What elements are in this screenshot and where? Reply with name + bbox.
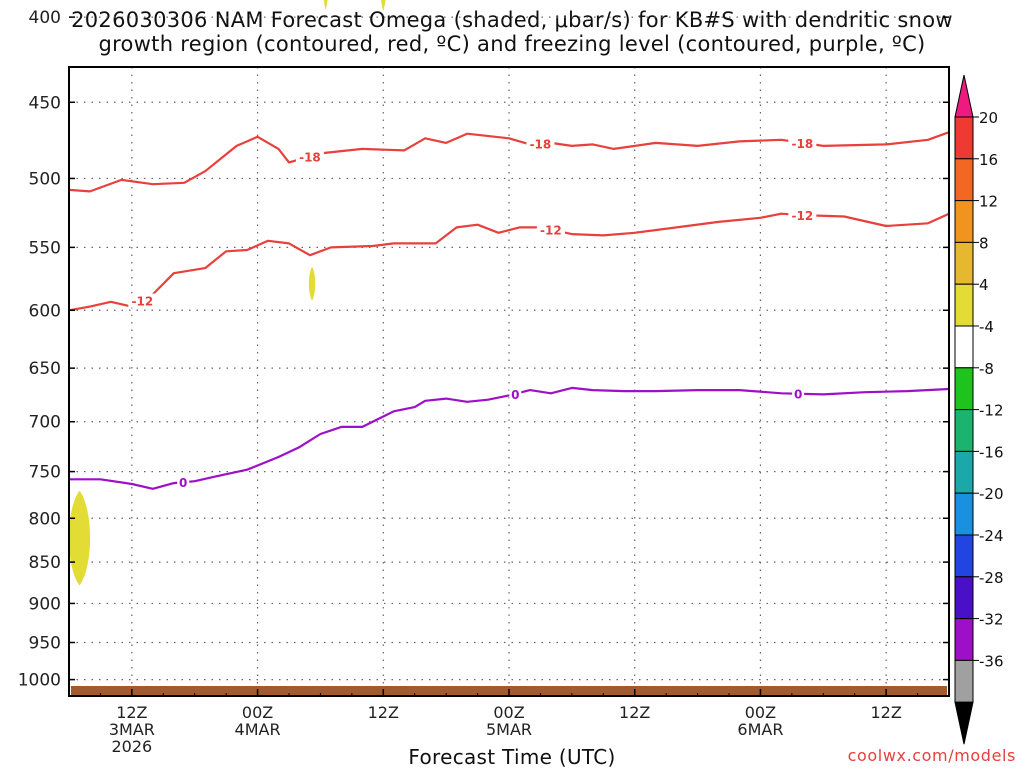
y-tick-label: 500 [29, 169, 61, 189]
colorbar-top-arrow [954, 74, 974, 118]
x-tick-label: 3MAR [109, 720, 155, 739]
y-tick-label: 700 [29, 413, 61, 433]
y-tick-label: 800 [29, 509, 61, 529]
contour-label-bg [128, 293, 157, 308]
plot-frame [68, 66, 950, 697]
colorbar-swatch [954, 241, 974, 285]
colorbar-swatch [954, 534, 974, 578]
colorbar-swatch [954, 576, 974, 620]
y-tick-label: 900 [29, 594, 61, 614]
x-tick-label: 12Z [368, 703, 399, 722]
contour-label-bg [295, 149, 324, 164]
x-tick-label: 12Z [870, 703, 901, 722]
colorbar-swatch [954, 450, 974, 494]
temperature-contours: -18 -18 -18 -12 -12 -12 0 0 0 [68, 131, 950, 490]
contour-line-0 [69, 386, 950, 490]
x-tick-label: 5MAR [486, 720, 532, 739]
omega-region [308, 266, 316, 301]
colorbar-label: -8 [979, 360, 994, 378]
colorbar: 20 16 12 8 4 -4 -8 -12 -16 -20 -24 -28 -32 -36 [954, 74, 1004, 745]
contour-line--18 [68, 131, 950, 193]
colorbar-label: 16 [979, 151, 998, 169]
title-line-1: 2026030306 NAM Forecast Omega (shaded, μ… [71, 8, 953, 32]
contour-label: -18 [791, 137, 813, 151]
contour-label: -18 [299, 150, 321, 164]
y-tick-label: 550 [29, 238, 61, 258]
y-tick-label: 600 [29, 301, 61, 321]
colorbar-swatch [954, 492, 974, 536]
colorbar-swatch [954, 116, 974, 160]
colorbar-label: -32 [979, 611, 1004, 629]
grid-lines [69, 16, 949, 696]
x-tick-label: 4MAR [235, 720, 281, 739]
contour-label-bg [788, 208, 817, 223]
contour-label: 0 [511, 388, 519, 402]
y-tick-label: 950 [29, 634, 61, 654]
contour-line--12 [68, 212, 950, 312]
colorbar-label: -24 [979, 527, 1004, 545]
y-axis: 2503003504004505005506006507007508008509… [18, 8, 949, 691]
omega-region [381, 0, 386, 12]
contour-label-bg [536, 222, 565, 237]
contour-label: -12 [131, 295, 153, 309]
colorbar-label: -16 [979, 443, 1004, 461]
chart-title: 2026030306 NAM Forecast Omega (shaded, μ… [0, 8, 1024, 56]
colorbar-label: -36 [979, 652, 1004, 670]
x-tick-label: 6MAR [737, 720, 783, 739]
credit-link[interactable]: coolwx.com/models [847, 746, 1016, 765]
x-tick-label: 2026 [111, 737, 152, 756]
colorbar-swatch [954, 158, 974, 202]
y-tick-label: 650 [29, 359, 61, 379]
x-axis-title: Forecast Time (UTC) [408, 745, 616, 769]
colorbar-swatch [954, 618, 974, 661]
colorbar-label: -20 [979, 485, 1004, 503]
y-tick-label: 1000 [18, 671, 61, 691]
contour-label: -12 [540, 224, 562, 238]
x-tick-label: 00Z [745, 703, 776, 722]
x-tick-label: 12Z [619, 703, 650, 722]
contour-label-bg [177, 475, 190, 490]
x-tick-label: 00Z [242, 703, 273, 722]
colorbar-swatch [954, 325, 974, 369]
x-tick-label: 12Z [116, 703, 147, 722]
contour-label: -12 [791, 209, 813, 223]
colorbar-swatch [954, 409, 974, 452]
colorbar-label: 8 [979, 234, 989, 252]
contour-label-bg [509, 386, 522, 401]
omega-shading [68, 0, 386, 586]
contour-label-bg [526, 136, 555, 151]
colorbar-swatch [954, 200, 974, 243]
colorbar-label: 12 [979, 193, 998, 211]
colorbar-label: 20 [979, 109, 998, 127]
y-tick-label: 400 [29, 8, 61, 28]
title-line-2: growth region (contoured, red, ºC) and f… [98, 32, 926, 56]
colorbar-swatch [954, 283, 974, 327]
y-tick-label: 850 [29, 553, 61, 573]
contour-label: -18 [530, 138, 552, 152]
contour-label-bg [788, 135, 817, 150]
omega-region [68, 490, 91, 586]
y-tick-label: 450 [29, 93, 61, 113]
colorbar-label: -28 [979, 569, 1004, 587]
colorbar-label: -12 [979, 402, 1004, 420]
y-tick-label: 750 [29, 463, 61, 483]
colorbar-bottom-arrow [954, 701, 974, 745]
colorbar-swatch [954, 367, 974, 411]
colorbar-label: 4 [979, 276, 989, 294]
colorbar-swatch [954, 659, 974, 703]
x-tick-label: 00Z [493, 703, 524, 722]
contour-label: 0 [179, 476, 187, 490]
contour-label-bg [792, 386, 805, 401]
colorbar-label: -4 [979, 318, 994, 336]
omega-region [323, 0, 328, 10]
contour-label: 0 [794, 388, 802, 402]
